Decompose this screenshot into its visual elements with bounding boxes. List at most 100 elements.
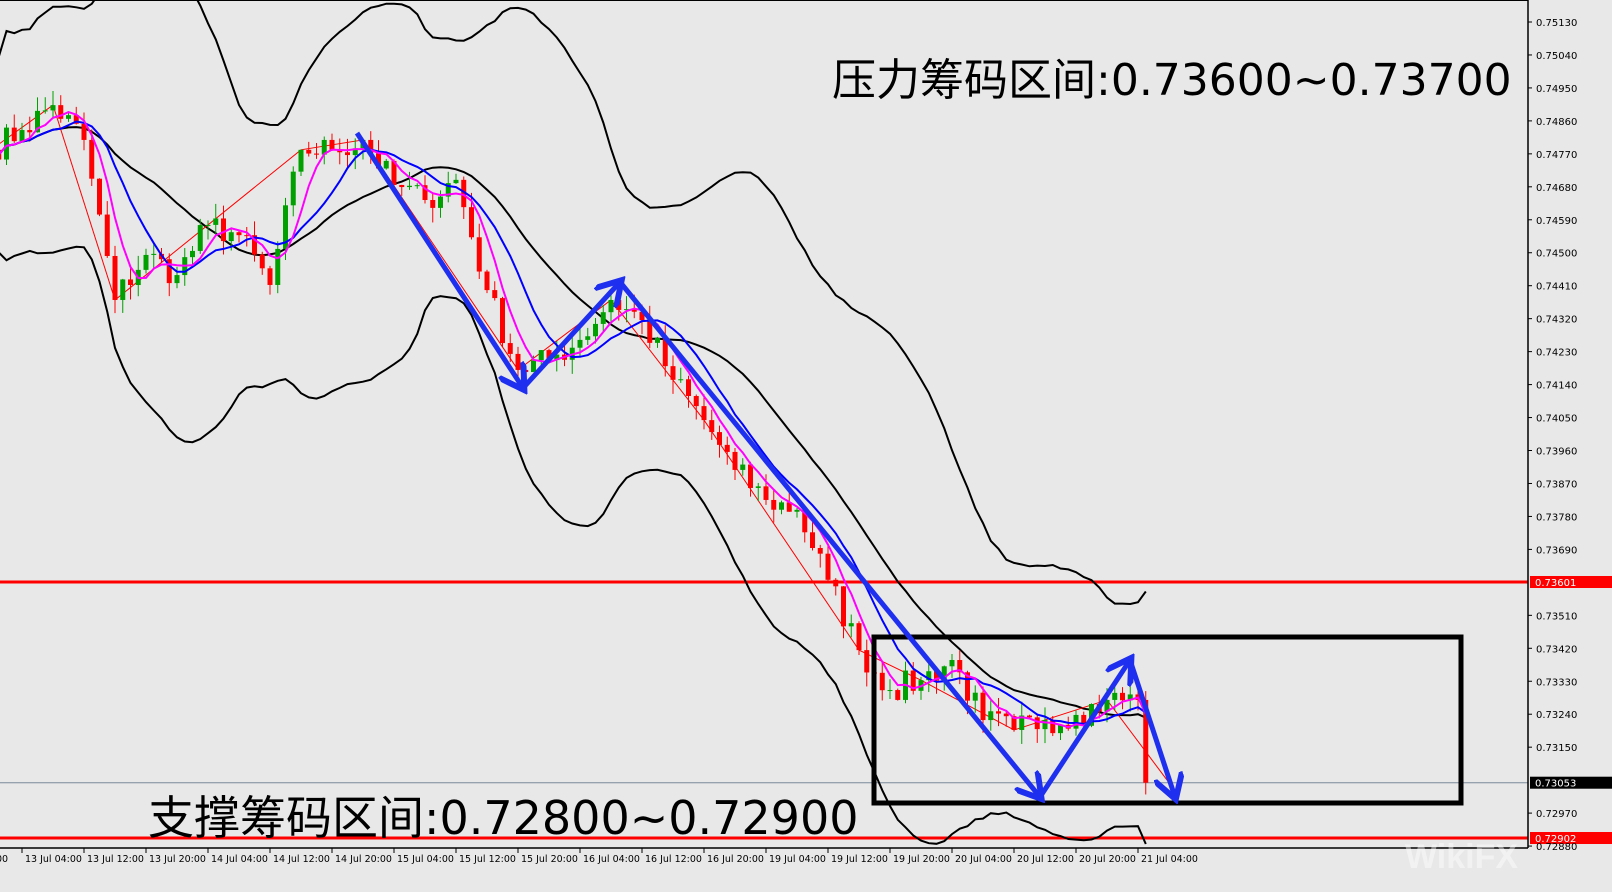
candle-body	[670, 366, 676, 380]
candle-body	[1073, 714, 1079, 729]
candle-body	[383, 160, 389, 169]
watermark: WikiFX	[1405, 838, 1519, 876]
candle-body	[112, 255, 118, 300]
candle-body	[647, 320, 653, 343]
candle-body	[27, 130, 33, 133]
y-tick-label: 0.73240	[1536, 710, 1577, 721]
candle-body	[546, 350, 552, 361]
candle-body	[678, 379, 684, 381]
candle-body	[4, 127, 9, 160]
candle-body	[190, 250, 195, 258]
candle-body	[1027, 715, 1032, 718]
price-tag-label: 0.73053	[1535, 779, 1576, 790]
y-tick-label: 0.74050	[1536, 414, 1577, 425]
candle-body	[345, 152, 350, 156]
arrow-down-1	[354, 131, 523, 388]
candle-body	[763, 486, 769, 500]
ma-fast-line	[0, 111, 1147, 729]
axes: 0.73601 0.72902 0.73053 0.75130 0.75040 0.749…	[0, 0, 1612, 865]
bollinger-middle	[0, 126, 1147, 719]
support-zone-label: 支撑筹码区间:0.72800~0.72900	[148, 791, 859, 845]
x-tick-label: 15 Jul 12:00	[459, 854, 516, 865]
candle-body	[89, 139, 95, 179]
price-tag	[1530, 575, 1612, 588]
price-tag-label: 0.72902	[1535, 834, 1576, 845]
y-tick-label: 0.73960	[1536, 447, 1577, 458]
candle-body	[151, 253, 157, 255]
candle-body	[856, 623, 862, 651]
candle-body	[926, 671, 932, 681]
candle-body	[895, 690, 901, 700]
zigzag	[0, 104, 1170, 783]
y-tick-label: 0.74680	[1536, 183, 1577, 194]
y-tick-label: 0.74500	[1536, 249, 1577, 260]
candle-body	[841, 586, 846, 627]
candle-body	[748, 464, 753, 488]
candle-body	[1127, 694, 1133, 701]
candle-body	[50, 105, 56, 111]
y-tick-label: 0.74410	[1536, 282, 1577, 293]
candle-body	[934, 671, 939, 681]
candle-body	[73, 115, 79, 124]
y-tick-label: 0.74230	[1536, 348, 1577, 359]
x-tick-label: 16 Jul 04:00	[583, 854, 640, 865]
candle-body	[616, 299, 622, 310]
x-tick-label: 14 Jul 04:00	[211, 854, 268, 865]
candle-body	[996, 711, 1001, 714]
candle-body	[1104, 699, 1110, 712]
candle-body	[980, 692, 986, 721]
candle-body	[97, 178, 102, 215]
candle-body	[259, 254, 265, 269]
candle-body	[879, 672, 885, 691]
candle-body	[864, 650, 870, 673]
candle-body	[197, 225, 203, 251]
candle-body	[391, 160, 397, 185]
candle-body	[275, 248, 281, 285]
candle-body	[600, 312, 606, 324]
candle-body	[724, 444, 730, 452]
x-tick-label: 20 Jul 20:00	[1079, 854, 1136, 865]
y-tick-label: 0.74590	[1536, 216, 1577, 227]
candle-body	[376, 153, 381, 169]
candle-body	[507, 343, 513, 354]
candle-body	[236, 232, 242, 236]
candle-body	[166, 259, 172, 284]
bollinger-lower	[0, 245, 1147, 845]
candle-body	[314, 153, 319, 155]
resistance-zone-label: 压力筹码区间:0.73600~0.73700	[832, 55, 1512, 106]
y-tick-label: 0.74320	[1536, 315, 1577, 326]
candle-body	[329, 139, 335, 150]
candle-body	[810, 532, 815, 549]
candle-body	[1143, 699, 1149, 783]
candle-body	[523, 369, 529, 373]
candle-body	[120, 279, 126, 300]
candle-body	[352, 148, 358, 156]
candle-body	[476, 237, 482, 272]
candle-body	[833, 579, 839, 587]
x-tick-label: 19 Jul 04:00	[769, 854, 826, 865]
y-tick-label: 0.74860	[1536, 117, 1577, 128]
candle-body	[430, 199, 436, 208]
x-tick-label: 20 Jul 12:00	[1017, 854, 1074, 865]
candle-body	[755, 486, 761, 488]
y-tick-label: 0.73870	[1536, 479, 1577, 490]
candle-body	[290, 171, 296, 206]
candle-body	[267, 268, 273, 285]
candle-body	[825, 553, 831, 580]
candle-body	[399, 184, 405, 188]
candle-body	[531, 360, 536, 373]
candle-body	[0, 149, 2, 160]
candle-body	[407, 185, 412, 188]
price-tag	[1530, 832, 1612, 845]
moving-averages	[0, 111, 1147, 729]
x-tick-label: 14 Jul 20:00	[335, 854, 392, 865]
y-tick-label: 0.72970	[1536, 809, 1577, 820]
candle-body	[1003, 713, 1009, 717]
candle-body	[1050, 720, 1056, 734]
candle-body	[771, 499, 777, 510]
candle-body	[585, 336, 591, 340]
x-tick-label: 13 Jul 12:00	[87, 854, 144, 865]
candle-body	[631, 309, 637, 312]
y-tick-label: 0.73420	[1536, 644, 1577, 655]
x-tick-label: 16 Jul 12:00	[645, 854, 702, 865]
